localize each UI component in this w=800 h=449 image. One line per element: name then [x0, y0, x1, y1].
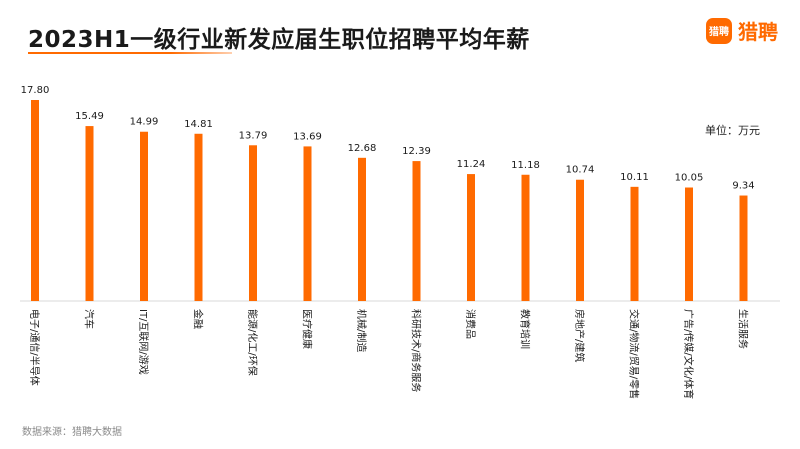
data-label: 13.79	[239, 130, 268, 141]
brand-name: 猎聘	[738, 20, 778, 44]
data-label: 17.80	[21, 85, 50, 96]
bar	[358, 157, 366, 301]
category-label: 科研技术/商务服务	[410, 309, 423, 392]
bar	[521, 174, 530, 301]
bar	[194, 133, 203, 301]
category-label: 交通/物流/贸易/零售	[628, 309, 641, 399]
data-label: 13.69	[293, 131, 322, 142]
chart-title: 2023H1一级行业新发应届生职位招聘平均年薪	[28, 27, 530, 53]
bar	[630, 186, 639, 301]
data-label: 15.49	[75, 111, 104, 122]
category-label: 生活服务	[737, 309, 750, 349]
category-label: 教育培训	[519, 309, 532, 349]
unit-label: 单位：万元	[705, 124, 760, 137]
brand: 猎聘 猎聘	[706, 16, 778, 45]
category-label: 房地产/建筑	[573, 309, 586, 362]
category-label: 消费品	[464, 309, 477, 339]
category-label: 金融	[192, 309, 205, 329]
data-label: 10.05	[675, 173, 704, 184]
category-label: IT/互联网/游戏	[137, 309, 150, 375]
source-label: 数据来源：猎聘大数据	[22, 427, 122, 438]
data-label: 9.34	[732, 181, 754, 192]
category-label: 机械/制造	[355, 309, 368, 352]
bar	[576, 179, 584, 301]
data-label: 10.11	[620, 172, 649, 183]
category-label: 汽车	[83, 309, 96, 329]
data-label: 14.81	[184, 119, 213, 130]
data-label: 14.99	[130, 117, 159, 128]
bar	[140, 131, 148, 301]
category-label: 电子/通信/半导体	[28, 309, 41, 386]
bar	[467, 174, 475, 301]
bar	[249, 145, 257, 301]
bar	[303, 146, 312, 301]
title-underline	[28, 52, 232, 54]
category-label: 医疗健康	[301, 309, 314, 349]
data-label: 10.74	[566, 165, 595, 176]
category-label: 能源/化工/环保	[246, 309, 259, 376]
bar	[85, 126, 94, 301]
brand-logo-icon: 猎聘	[706, 17, 732, 44]
data-label: 12.39	[402, 146, 431, 157]
bar	[739, 195, 748, 301]
data-label: 11.18	[511, 160, 540, 171]
category-label: 广告/传媒/文化/体育	[682, 309, 695, 399]
data-label: 12.68	[348, 143, 377, 154]
data-label: 11.24	[457, 159, 486, 170]
bar	[31, 100, 39, 301]
bar	[412, 161, 421, 301]
bar	[685, 187, 693, 301]
